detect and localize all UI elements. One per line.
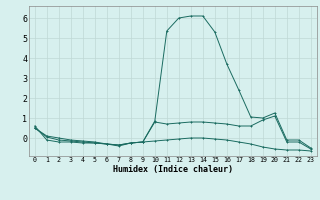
X-axis label: Humidex (Indice chaleur): Humidex (Indice chaleur) xyxy=(113,165,233,174)
